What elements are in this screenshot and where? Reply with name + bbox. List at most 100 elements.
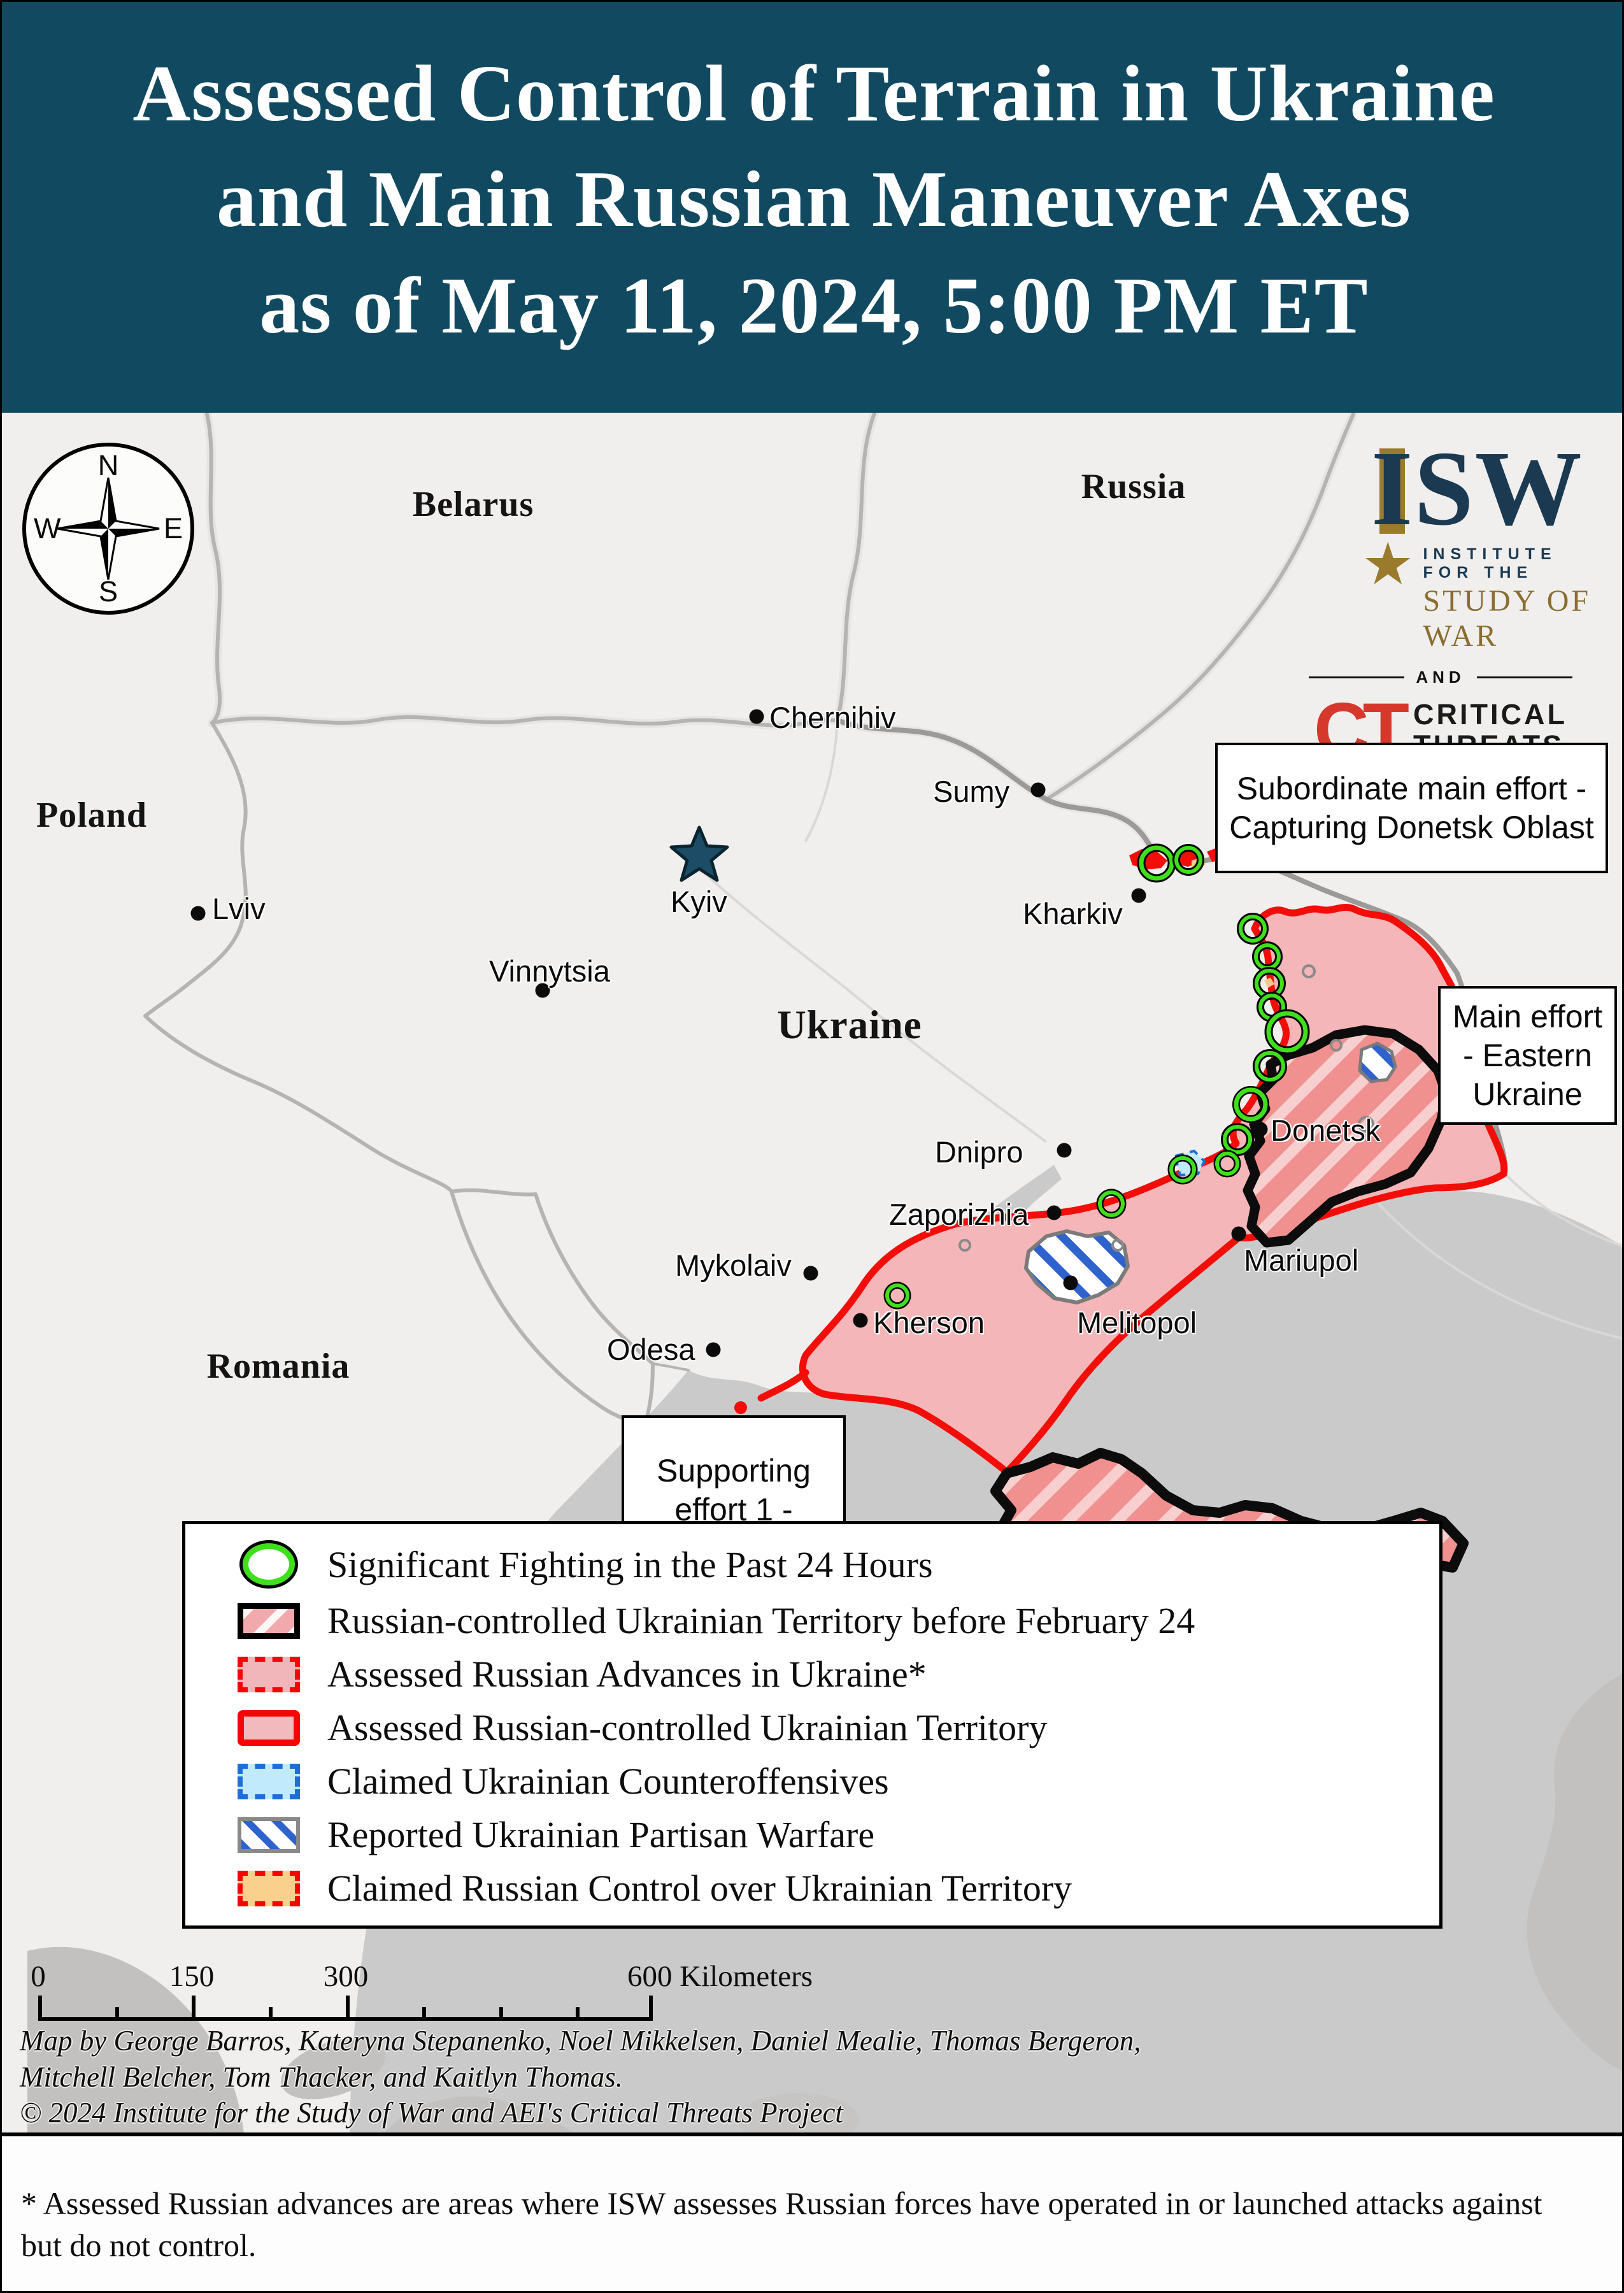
- isw-study-of-war-label: STUDY OF WAR: [1423, 584, 1592, 653]
- legend-row: Significant Fighting in the Past 24 Hour…: [210, 1540, 1439, 1589]
- legend-label: Russian-controlled Ukrainian Territory b…: [327, 1600, 1195, 1641]
- city-dot-kherson: [853, 1313, 868, 1328]
- city-dot-sumy: [1030, 782, 1046, 797]
- city-dot-vinnytsia: [535, 983, 550, 998]
- and-label: AND: [1416, 668, 1465, 687]
- compass-west-label: W: [34, 512, 61, 545]
- oblast-borders: [698, 720, 1622, 1340]
- footnote-text: * Assessed Russian advances are areas wh…: [21, 2185, 1542, 2263]
- city-label-kyiv: Kyiv: [671, 885, 727, 918]
- logo-and-divider: AND: [1266, 668, 1615, 687]
- city-dot-melitopol: [1063, 1275, 1078, 1290]
- partisan-area-melitopol: [1024, 1229, 1130, 1304]
- coast-silhouette-mid2: [737, 2093, 858, 2132]
- compass-south-label: S: [98, 575, 118, 608]
- city-dot-lviv: [190, 906, 206, 921]
- city-label-vinnytsia: Vinnytsia: [489, 954, 610, 988]
- settlement-outlines: [958, 964, 1374, 1252]
- compass-north-label: N: [97, 449, 119, 482]
- country-label-romania: Romania: [206, 1347, 350, 1386]
- city-label-zaporizhia: Zaporizhia: [889, 1197, 1029, 1231]
- russian-controlled-swatch-icon: [237, 1710, 300, 1746]
- credits: Map by George Barros, Kateryna Stepanenk…: [20, 2023, 1141, 2131]
- callout-main-effort-eastern-ukraine: Main effort - Eastern Ukraine: [1438, 986, 1617, 1125]
- legend-label: Reported Ukrainian Partisan Warfare: [327, 1814, 875, 1855]
- map-canvas: N E S W ISW ★ INSTITUTE FOR THE STUDY OF…: [2, 413, 1622, 2132]
- city-label-lviv: Lviv: [212, 892, 266, 925]
- city-dot-chernihiv: [749, 709, 764, 724]
- coast-silhouette-mid: [385, 2096, 574, 2132]
- city-label-dnipro: Dnipro: [935, 1135, 1023, 1169]
- city-dot-donetsk: [1253, 1122, 1268, 1137]
- city-label-donetsk: Donetsk: [1271, 1113, 1381, 1147]
- compass-east-label: E: [163, 512, 183, 545]
- city-dot-dnipro: [1057, 1143, 1072, 1158]
- legend-label: Claimed Russian Control over Ukrainian T…: [327, 1868, 1072, 1909]
- compass-star-icon: [57, 477, 160, 580]
- partisan-area-luhansk: [1358, 1041, 1397, 1083]
- scale-600-label: 600 Kilometers: [627, 1960, 813, 1993]
- russian-advances-swatch-icon: [237, 1656, 300, 1692]
- divider-line: [1476, 676, 1572, 678]
- ukrainian-counteroffensives-swatch-icon: [237, 1763, 300, 1799]
- country-label-poland: Poland: [36, 796, 148, 835]
- isw-star-icon: ★: [1362, 532, 1414, 597]
- legend-row: Claimed Ukrainian Counteroffensives: [210, 1760, 1439, 1803]
- city-label-kharkiv: Kharkiv: [1023, 897, 1123, 931]
- isw-ct-logo: ISW ★ INSTITUTE FOR THE STUDY OF WAR AND…: [1266, 429, 1615, 854]
- legend-label: Assessed Russian-controlled Ukrainian Te…: [327, 1707, 1048, 1748]
- city-label-kherson: Kherson: [873, 1306, 985, 1339]
- city-dot-mariupol: [1231, 1226, 1246, 1241]
- city-label-mariupol: Mariupol: [1244, 1243, 1359, 1277]
- kyiv-star-icon: [669, 825, 729, 882]
- city-label-odesa: Odesa: [607, 1332, 695, 1366]
- coast-silhouette-se: [1527, 1673, 1622, 2071]
- scalebar-baseline: [38, 2017, 653, 2021]
- legend-row: Claimed Russian Control over Ukrainian T…: [210, 1867, 1439, 1910]
- country-label-ukraine: Ukraine: [777, 1003, 922, 1047]
- isw-acronym: ISW: [1371, 429, 1583, 548]
- country-label-russia: Russia: [1081, 467, 1186, 506]
- legend-label: Significant Fighting in the Past 24 Hour…: [327, 1543, 933, 1585]
- isw-wordmark: ISW: [1266, 429, 1615, 548]
- credits-line-1: Map by George Barros, Kateryna Stepanenk…: [20, 2025, 1141, 2057]
- scale-150-label: 150: [169, 1960, 215, 1993]
- isw-institute-label: INSTITUTE FOR THE: [1423, 545, 1557, 582]
- city-dot-kharkiv: [1131, 888, 1146, 903]
- divider-line: [1309, 676, 1405, 678]
- city-dot-mykolaiv: [803, 1266, 818, 1281]
- prefeb-territory-swatch-icon: [237, 1603, 300, 1639]
- scalebar: [38, 1996, 653, 2021]
- credits-line-2: Mitchell Belcher, Tom Thacker, and Kaitl…: [20, 2061, 623, 2093]
- critical-label: CRITICAL: [1413, 697, 1567, 731]
- significant-fighting-swatch-icon: [239, 1540, 298, 1589]
- callout-subordinate-main-effort: Subordinate main effort - Capturing Done…: [1215, 743, 1608, 873]
- scale-0-label: 0: [31, 1960, 46, 1993]
- title-banner: Assessed Control of Terrain in Ukraine a…: [2, 2, 1622, 413]
- legend-row: Russian-controlled Ukrainian Territory b…: [210, 1599, 1439, 1642]
- map-title: Assessed Control of Terrain in Ukraine a…: [132, 50, 1495, 350]
- city-label-chernihiv: Chernihiv: [769, 701, 896, 734]
- city-label-mykolaiv: Mykolaiv: [675, 1248, 792, 1282]
- legend-row: Reported Ukrainian Partisan Warfare: [210, 1813, 1439, 1856]
- compass-rose: N E S W: [22, 443, 194, 615]
- city-label-sumy: Sumy: [933, 775, 1010, 808]
- legend-label: Assessed Russian Advances in Ukraine*: [327, 1654, 927, 1695]
- country-label-belarus: Belarus: [412, 485, 534, 524]
- partisan-warfare-swatch-icon: [237, 1817, 300, 1853]
- city-label-melitopol: Melitopol: [1077, 1306, 1197, 1339]
- city-dot-zaporizhia: [1046, 1205, 1062, 1220]
- isw-gold-i-icon: [1379, 448, 1405, 534]
- coast-silhouette-sw: [27, 1947, 244, 2132]
- city-dot-odesa: [706, 1342, 721, 1357]
- scale-300-label: 300: [323, 1960, 369, 1993]
- copyright-line: © 2024 Institute for the Study of War an…: [20, 2097, 843, 2129]
- legend-row: Assessed Russian Advances in Ukraine*: [210, 1653, 1439, 1696]
- footnote-panel: * Assessed Russian advances are areas wh…: [2, 2132, 1622, 2291]
- claimed-russian-control-swatch-icon: [237, 1870, 300, 1906]
- legend: Significant Fighting in the Past 24 Hour…: [182, 1521, 1442, 1929]
- legend-label: Claimed Ukrainian Counteroffensives: [327, 1761, 889, 1802]
- coast-silhouette-island: [281, 2038, 385, 2099]
- front-line-blob: [734, 1401, 747, 1414]
